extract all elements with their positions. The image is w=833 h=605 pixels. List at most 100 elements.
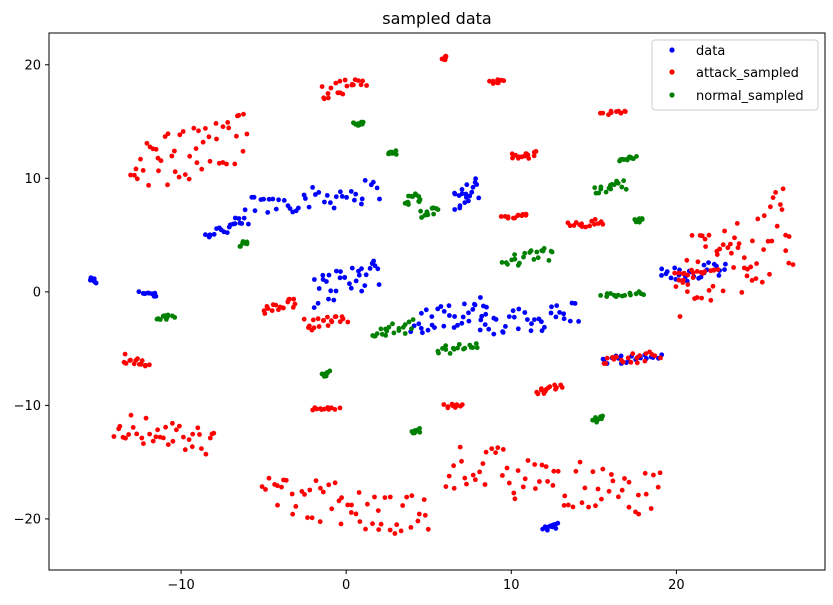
data-point xyxy=(326,272,332,278)
attack-sampled-point xyxy=(606,488,612,494)
attack-sampled-point xyxy=(305,515,310,520)
attack-sampled-point xyxy=(421,497,427,502)
data-point xyxy=(659,266,665,272)
data-point xyxy=(306,204,312,210)
attack-sampled-point xyxy=(603,361,608,366)
attack-sampled-point xyxy=(442,54,448,60)
attack-sampled-point xyxy=(500,473,505,478)
normal-sampled-point xyxy=(390,321,395,327)
data-point xyxy=(446,303,452,309)
attack-sampled-point xyxy=(604,355,610,361)
attack-sampled-point xyxy=(333,314,339,319)
attack-sampled-point xyxy=(138,361,144,367)
attack-sampled-point xyxy=(690,270,696,276)
chart-title: sampled data xyxy=(382,9,491,28)
attack-sampled-point xyxy=(165,131,171,137)
attack-sampled-point xyxy=(150,438,156,444)
data-point xyxy=(486,326,492,332)
attack-sampled-point xyxy=(307,323,312,329)
attack-sampled-point xyxy=(628,359,634,365)
data-point xyxy=(457,203,463,209)
data-point xyxy=(476,195,482,201)
normal-sampled-point xyxy=(621,178,626,184)
normal-sampled-point xyxy=(355,123,361,128)
data-point xyxy=(441,323,447,329)
data-point xyxy=(484,304,489,310)
attack-sampled-point xyxy=(196,128,201,134)
attack-sampled-point xyxy=(446,473,452,479)
normal-sampled-point xyxy=(406,319,412,325)
normal-sampled-point xyxy=(378,326,384,332)
attack-sampled-point xyxy=(651,472,656,478)
attack-sampled-point xyxy=(111,434,117,439)
data-point xyxy=(236,216,242,221)
data-point xyxy=(542,324,547,330)
attack-sampled-point xyxy=(778,202,783,208)
normal-sampled-point xyxy=(473,341,479,346)
attack-sampled-point xyxy=(570,504,576,510)
data-point xyxy=(723,261,728,267)
legend-marker-normal-sampled xyxy=(669,92,675,98)
data-point xyxy=(211,231,217,237)
attack-sampled-point xyxy=(706,232,712,238)
normal-sampled-point xyxy=(470,345,476,350)
attack-sampled-point xyxy=(146,182,152,188)
data-point xyxy=(303,196,308,201)
data-point xyxy=(438,304,444,309)
attack-sampled-point xyxy=(754,261,759,266)
attack-sampled-point xyxy=(144,140,150,146)
attack-sampled-point xyxy=(464,481,469,487)
data-point xyxy=(447,313,452,318)
attack-sampled-point xyxy=(609,472,614,477)
data-point xyxy=(224,230,230,236)
attack-sampled-point xyxy=(142,363,148,369)
data-point xyxy=(239,221,245,226)
attack-sampled-point xyxy=(510,155,515,161)
attack-sampled-point xyxy=(616,494,621,500)
attack-sampled-point xyxy=(315,316,321,322)
attack-sampled-point xyxy=(706,288,712,293)
normal-sampled-point xyxy=(598,184,604,190)
attack-sampled-point xyxy=(174,427,179,433)
attack-sampled-point xyxy=(143,415,149,421)
data-point xyxy=(252,208,258,214)
data-point xyxy=(270,196,276,202)
attack-sampled-point xyxy=(203,125,208,131)
attack-sampled-point xyxy=(443,484,449,489)
attack-sampled-point xyxy=(441,402,447,407)
attack-sampled-point xyxy=(309,515,315,521)
attack-sampled-point xyxy=(677,314,683,319)
normal-sampled-point xyxy=(443,347,449,352)
data-point xyxy=(416,321,422,327)
data-point xyxy=(338,189,343,195)
attack-sampled-point xyxy=(511,490,517,496)
attack-sampled-point xyxy=(770,195,776,201)
attack-sampled-point xyxy=(280,305,286,311)
attack-sampled-point xyxy=(170,420,175,426)
data-point xyxy=(429,314,435,319)
data-point xyxy=(462,301,467,307)
attack-sampled-point xyxy=(398,528,404,534)
normal-sampled-point xyxy=(546,258,552,263)
normal-sampled-point xyxy=(244,239,250,245)
attack-sampled-point xyxy=(750,238,755,244)
attack-sampled-point xyxy=(400,503,406,508)
normal-sampled-point xyxy=(391,330,397,336)
attack-sampled-point xyxy=(139,358,145,364)
data-point xyxy=(315,300,321,306)
attack-sampled-point xyxy=(182,447,188,453)
data-point xyxy=(377,196,382,202)
data-point xyxy=(464,182,470,188)
x-tick-label: 20 xyxy=(668,578,685,593)
attack-sampled-point xyxy=(672,270,678,276)
attack-sampled-point xyxy=(759,279,765,285)
attack-sampled-point xyxy=(266,475,272,481)
attack-sampled-point xyxy=(314,406,320,412)
data-point xyxy=(553,526,559,531)
attack-sampled-point xyxy=(123,435,128,441)
attack-sampled-point xyxy=(690,275,696,280)
attack-sampled-point xyxy=(708,297,714,303)
attack-sampled-point xyxy=(302,492,307,497)
attack-sampled-point xyxy=(545,479,550,484)
normal-sampled-point xyxy=(619,184,625,190)
